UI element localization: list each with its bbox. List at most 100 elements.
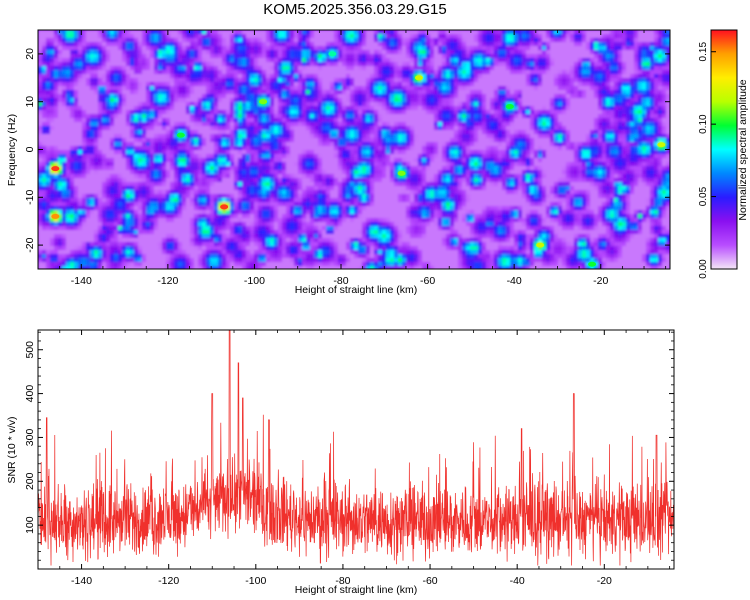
heatmap-cell <box>430 62 435 67</box>
heatmap-cell <box>78 102 83 107</box>
heatmap-cell <box>558 150 563 155</box>
heatmap-cell <box>506 66 511 71</box>
heatmap-cell <box>662 138 667 143</box>
heatmap-cell <box>618 102 623 107</box>
heatmap-cell <box>458 34 463 39</box>
heatmap-cell <box>242 106 247 111</box>
heatmap-cell <box>138 126 143 131</box>
heatmap-cell <box>490 82 495 87</box>
heatmap-cell <box>390 110 395 115</box>
heatmap-cell <box>362 74 367 79</box>
heatmap-cell <box>298 134 303 139</box>
heatmap-cell <box>242 30 247 35</box>
heatmap-cell <box>298 78 303 83</box>
heatmap-cell <box>666 82 670 87</box>
heatmap-cell <box>254 38 259 43</box>
heatmap-cell <box>294 74 299 79</box>
heatmap-cell <box>642 54 647 59</box>
heatmap-cell <box>42 50 47 55</box>
heatmap-cell <box>210 86 215 91</box>
heatmap-cell <box>306 86 311 91</box>
heatmap-cell <box>486 110 491 115</box>
heatmap-cell <box>258 122 263 127</box>
heatmap-cell <box>582 62 587 67</box>
heatmap-cell <box>102 54 107 59</box>
heatmap-cell <box>382 142 387 147</box>
heatmap-cell <box>210 34 215 39</box>
heatmap-cell <box>582 98 587 103</box>
heatmap-cell <box>434 78 439 83</box>
heatmap-cell <box>666 38 670 43</box>
heatmap-cell <box>318 134 323 139</box>
heatmap-cell <box>458 118 463 123</box>
heatmap-cell <box>606 82 611 87</box>
heatmap-cell <box>374 82 379 87</box>
heatmap-cell <box>542 98 547 103</box>
heatmap-cell <box>590 46 595 51</box>
heatmap-cell <box>194 66 199 71</box>
heatmap-cell <box>94 126 99 131</box>
heatmap-cell <box>546 46 551 51</box>
heatmap-cell <box>410 146 415 151</box>
heatmap-cell <box>410 114 415 119</box>
heatmap-cell <box>98 126 103 131</box>
heatmap-cell <box>410 94 415 99</box>
heatmap-cell <box>270 98 275 103</box>
heatmap-cell <box>282 134 287 139</box>
heatmap-cell <box>338 90 343 95</box>
heatmap-cell <box>254 62 259 67</box>
heatmap-cell <box>302 90 307 95</box>
heatmap-cell <box>182 102 187 107</box>
heatmap-cell <box>582 150 587 155</box>
heatmap-cell <box>602 74 607 79</box>
heatmap-cell <box>118 134 123 139</box>
heatmap-cell <box>146 38 151 43</box>
heatmap-cell <box>378 94 383 99</box>
heatmap-cell <box>650 102 655 107</box>
heatmap-cell <box>582 114 587 119</box>
heatmap-cell <box>106 42 111 47</box>
heatmap-cell <box>106 106 111 111</box>
heatmap-cell <box>162 138 167 143</box>
heatmap-cell <box>158 30 163 35</box>
heatmap-cell <box>278 66 283 71</box>
heatmap-cell <box>498 70 503 75</box>
heatmap-cell <box>58 34 63 39</box>
heatmap-cell <box>566 70 571 75</box>
heatmap-cell <box>374 62 379 67</box>
heatmap-cell <box>494 86 499 91</box>
heatmap-cell <box>582 58 587 63</box>
heatmap-cell <box>54 110 59 115</box>
heatmap-cell <box>274 74 279 79</box>
heatmap-cell <box>382 78 387 83</box>
heatmap-cell <box>98 150 103 155</box>
heatmap-cell <box>82 86 87 91</box>
heatmap-cell <box>490 110 495 115</box>
heatmap-cell <box>138 94 143 99</box>
heatmap-cell <box>214 82 219 87</box>
heatmap-cell <box>366 58 371 63</box>
heatmap-cell <box>190 106 195 111</box>
heatmap-cell <box>666 138 670 143</box>
heatmap-cell <box>90 86 95 91</box>
heatmap-cell <box>122 154 127 159</box>
heatmap-cell <box>626 70 631 75</box>
heatmap-cell <box>558 106 563 111</box>
heatmap-cell <box>314 58 319 63</box>
heatmap-cell <box>382 134 387 139</box>
heatmap-cell <box>530 66 535 71</box>
heatmap-cell <box>194 126 199 131</box>
heatmap-cell <box>490 42 495 47</box>
heatmap-cell <box>294 114 299 119</box>
heatmap-cell <box>106 146 111 151</box>
heatmap-cell <box>574 138 579 143</box>
heatmap-cell <box>78 122 83 127</box>
heatmap-cell <box>486 38 491 43</box>
heatmap-cell <box>38 30 43 35</box>
heatmap-cell <box>578 122 583 127</box>
heatmap-cell <box>658 114 663 119</box>
heatmap-cell <box>98 114 103 119</box>
heatmap-cell <box>658 30 663 35</box>
heatmap-cell <box>262 74 267 79</box>
heatmap-cell <box>354 118 359 123</box>
